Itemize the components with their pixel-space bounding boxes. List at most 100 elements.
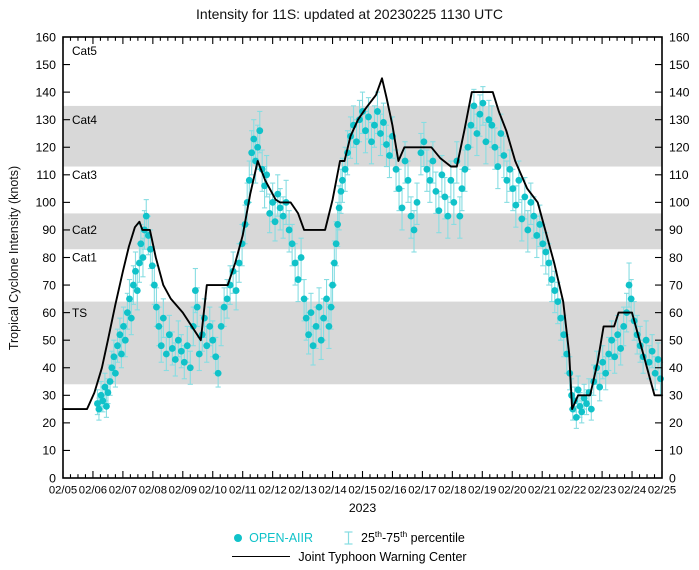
- data-point: [266, 210, 274, 217]
- data-point: [323, 295, 330, 303]
- data-point: [365, 113, 372, 121]
- legend-row-2: Joint Typhoon Warning Center: [232, 548, 467, 565]
- data-point: [337, 187, 345, 195]
- y-tick-label: 40: [42, 361, 56, 375]
- data-point: [142, 212, 150, 220]
- data-point: [545, 259, 553, 267]
- axis-tick-labels: 0 0 10 10 20 20 30 30 40 40 50 50 60 60 70 70 80 80 90 90 10…: [35, 30, 689, 496]
- y-tick-label: 140: [669, 85, 690, 99]
- data-point: [114, 342, 121, 350]
- x-tick-label: 02/11: [229, 485, 256, 497]
- data-point: [162, 350, 170, 358]
- data-point: [560, 331, 568, 339]
- y-tick-label: 80: [669, 251, 683, 265]
- data-point: [470, 102, 478, 110]
- data-point: [320, 314, 327, 322]
- data-point: [380, 119, 387, 126]
- data-point: [423, 165, 431, 173]
- x-axis-year-label: 2023: [349, 501, 377, 515]
- data-point: [417, 149, 425, 157]
- y-tick-label: 150: [669, 58, 690, 72]
- y-tick-label: 120: [35, 141, 56, 155]
- data-point: [464, 143, 472, 151]
- data-point: [332, 240, 340, 248]
- x-tick-label: 02/16: [378, 485, 406, 497]
- data-point: [217, 323, 225, 330]
- data-point: [539, 240, 547, 248]
- data-point: [153, 303, 160, 311]
- data-point: [317, 336, 325, 344]
- data-point: [536, 221, 544, 228]
- data-point: [101, 383, 109, 391]
- data-point: [461, 165, 469, 173]
- data-point: [404, 176, 412, 184]
- jtwc-line: [62, 77, 663, 411]
- data-point: [329, 281, 336, 289]
- data-point: [605, 350, 613, 358]
- y-tick-label: 110: [669, 168, 689, 182]
- data-point: [494, 163, 502, 170]
- x-tick-label: 02/21: [528, 485, 556, 497]
- data-point: [97, 391, 105, 399]
- data-point: [642, 336, 650, 344]
- data-point: [214, 369, 222, 377]
- x-tick-label: 02/24: [618, 485, 646, 497]
- data-point: [488, 121, 496, 129]
- y-tick-label: 10: [42, 444, 56, 458]
- data-point: [177, 347, 185, 355]
- data-point: [327, 303, 335, 311]
- data-point: [435, 207, 443, 215]
- category-band-label: Cat5: [72, 44, 97, 58]
- data-point: [183, 342, 191, 350]
- axis-ticks: [62, 37, 663, 478]
- data-point: [212, 353, 220, 361]
- data-point: [193, 303, 201, 311]
- data-point: [291, 259, 299, 267]
- data-point: [135, 259, 143, 267]
- x-tick-label: 02/14: [318, 485, 346, 497]
- data-point: [473, 130, 481, 137]
- data-points: [94, 99, 664, 421]
- data-point: [557, 314, 565, 322]
- data-point: [574, 386, 582, 394]
- percentile-label-part: percentile: [407, 531, 465, 546]
- data-point: [274, 190, 282, 198]
- data-point: [256, 127, 264, 135]
- data-point: [444, 212, 452, 220]
- data-point: [614, 331, 622, 339]
- x-tick-label: 02/20: [498, 485, 526, 497]
- data-point: [305, 331, 312, 339]
- data-point: [209, 336, 217, 344]
- data-point: [456, 212, 464, 220]
- data-point: [137, 240, 145, 248]
- legend-row-1: OPEN-AIIR 25th-75th percentile: [234, 529, 465, 546]
- data-point: [120, 323, 127, 330]
- data-point: [467, 121, 475, 129]
- data-point: [476, 110, 484, 118]
- data-point: [410, 226, 418, 234]
- data-point: [300, 295, 308, 303]
- data-point: [441, 193, 449, 201]
- data-point: [551, 287, 559, 294]
- data-point: [572, 413, 580, 421]
- data-point: [587, 405, 595, 413]
- data-point: [271, 218, 279, 226]
- data-point: [512, 201, 520, 209]
- data-point: [127, 314, 135, 322]
- data-point: [106, 378, 114, 385]
- data-point: [279, 212, 287, 220]
- data-point: [458, 185, 466, 192]
- data-point: [482, 138, 490, 146]
- data-point: [269, 198, 277, 206]
- x-tick-label: 02/10: [199, 485, 227, 497]
- x-tick-label: 02/05: [49, 485, 77, 497]
- data-point: [203, 342, 211, 350]
- x-tick-label: 02/15: [348, 485, 376, 497]
- x-tick-label: 02/09: [169, 485, 197, 497]
- data-point: [157, 342, 165, 350]
- category-band-label: Cat1: [72, 251, 97, 265]
- data-point: [625, 281, 633, 289]
- data-point: [491, 143, 499, 151]
- data-point: [132, 267, 139, 275]
